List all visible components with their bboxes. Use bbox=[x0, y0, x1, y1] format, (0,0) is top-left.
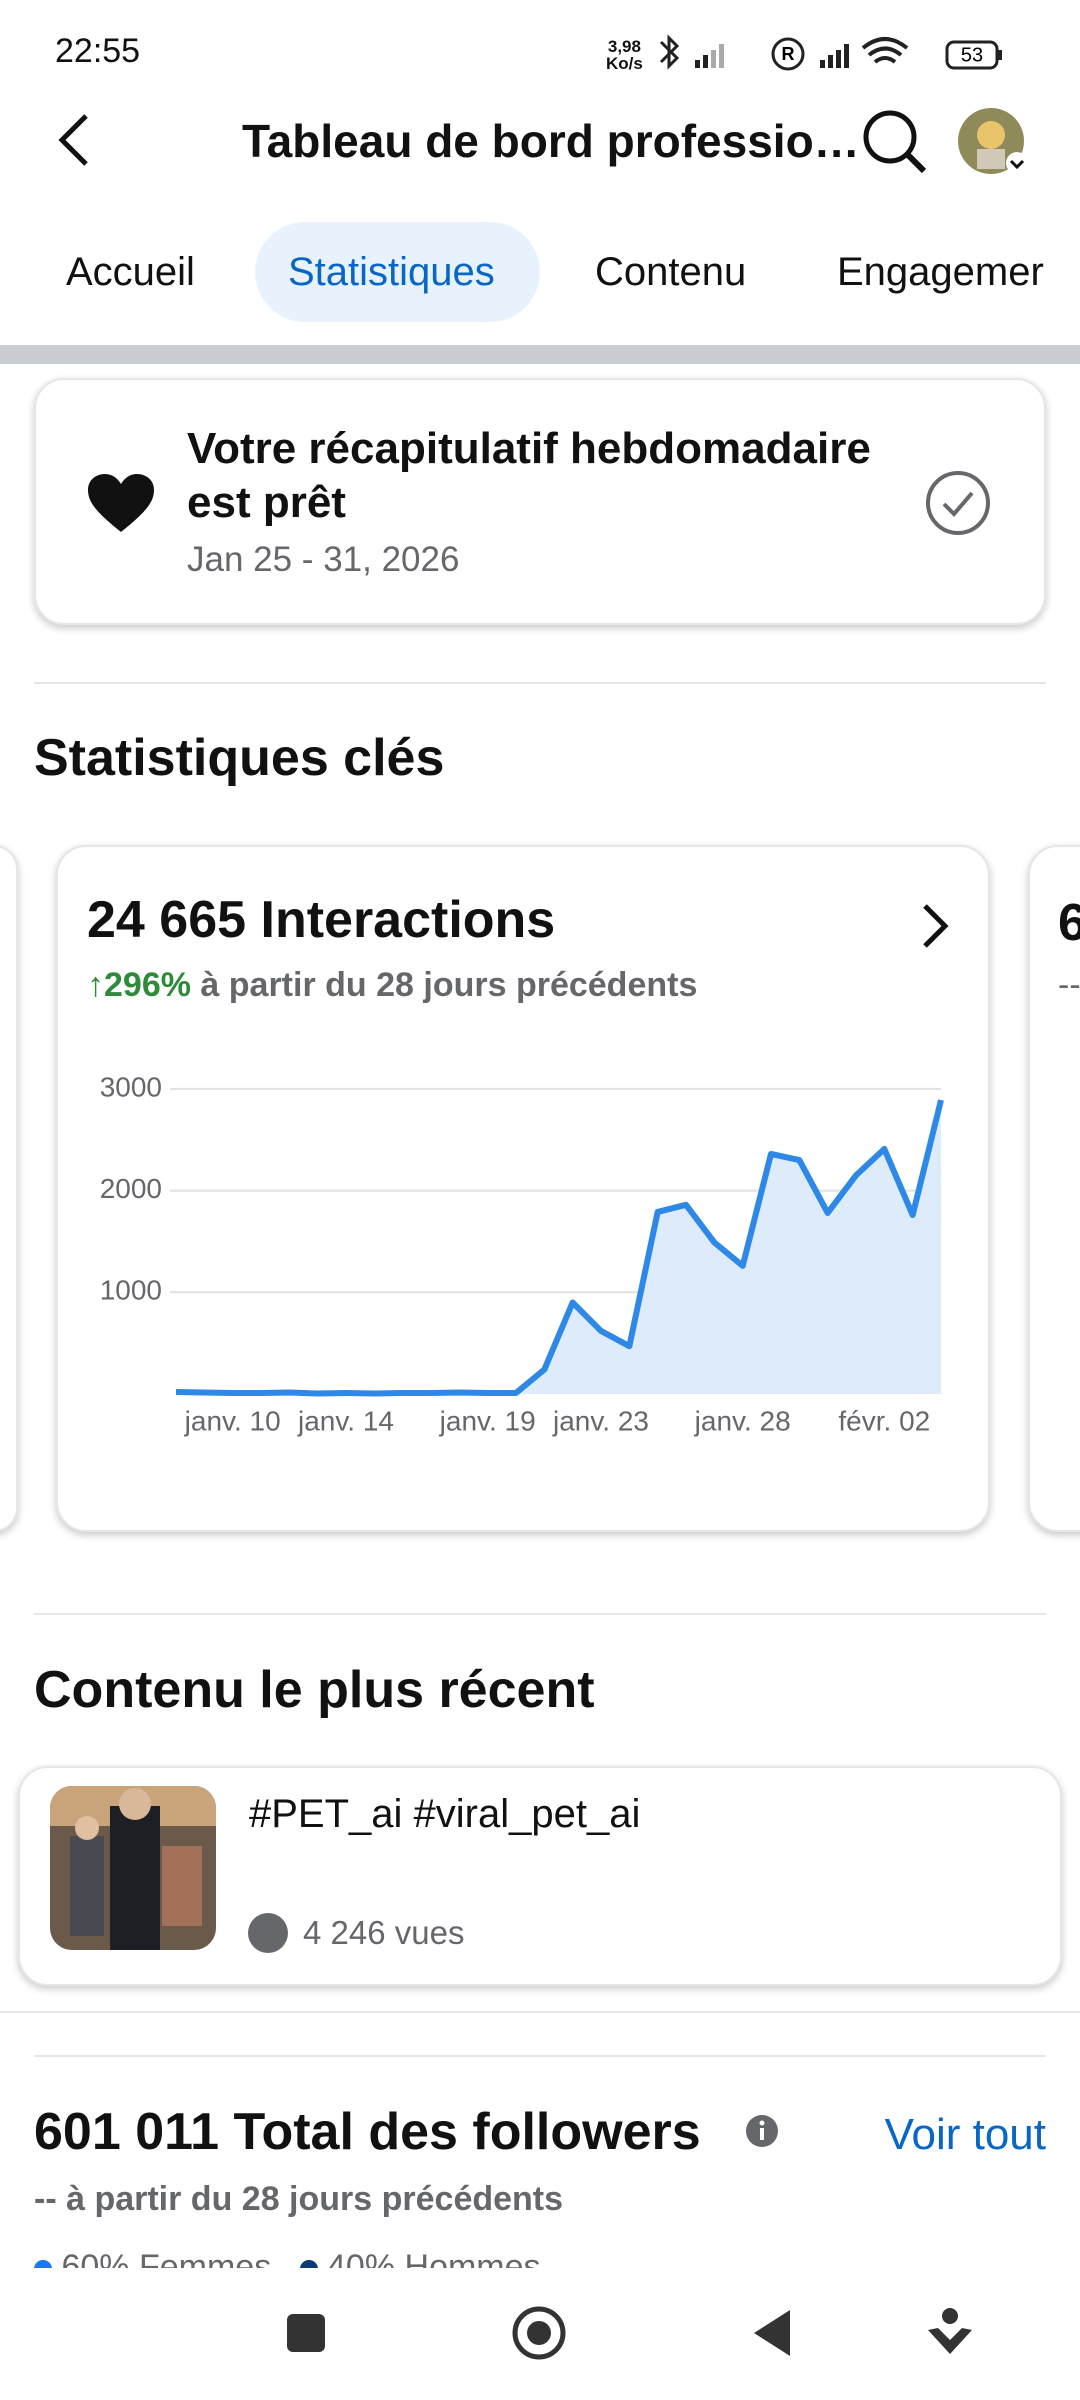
line bbox=[175, 1099, 944, 1397]
interactions-card[interactable] bbox=[56, 845, 990, 1532]
net-speed: 3,98 Ko/s bbox=[606, 38, 643, 72]
avatar[interactable] bbox=[955, 105, 1035, 177]
back-button[interactable] bbox=[50, 110, 100, 170]
bluetooth-icon bbox=[659, 34, 680, 70]
nav-recents[interactable] bbox=[287, 2314, 325, 2352]
y-tick-label: 3000 bbox=[100, 1071, 162, 1102]
nav-assist-arrow bbox=[928, 2328, 972, 2354]
see-all-link[interactable]: Voir tout bbox=[884, 2110, 1046, 2159]
nav-home[interactable] bbox=[512, 2306, 566, 2360]
check-icon bbox=[926, 471, 990, 535]
active-tab-pill bbox=[255, 222, 540, 322]
area bbox=[176, 1100, 941, 1394]
section-heading: Contenu le plus récent bbox=[34, 1661, 595, 1719]
battery-icon bbox=[945, 40, 999, 70]
nav-back[interactable] bbox=[754, 2310, 790, 2356]
battery-tip bbox=[998, 50, 1002, 60]
post-title: #PET_ai #viral_pet_ai bbox=[249, 1792, 641, 1836]
y-tick-label: 2000 bbox=[100, 1173, 162, 1204]
status-time: 22:55 bbox=[55, 32, 141, 70]
chevron[interactable] bbox=[915, 900, 955, 952]
x-tick-label: janv. 10 bbox=[184, 1405, 281, 1436]
header-title: Tableau de bord professio… bbox=[242, 115, 860, 167]
tab-separator bbox=[0, 345, 1080, 364]
net-speed-unit: Ko/s bbox=[606, 54, 643, 73]
wifi-icon bbox=[861, 37, 909, 64]
nav-icons bbox=[287, 2306, 972, 2360]
x-tick-label: janv. 14 bbox=[297, 1405, 394, 1436]
x-tick-label: janv. 23 bbox=[552, 1405, 649, 1436]
post-views: 4 246 vues bbox=[303, 1914, 465, 1951]
next-card-subtitle: -- bbox=[1058, 966, 1080, 1004]
weekly-title: est prêt bbox=[187, 478, 346, 527]
card-title: 24 665 Interactions bbox=[87, 891, 556, 949]
post-thumbnail[interactable] bbox=[50, 1786, 216, 1950]
chart: 1000 2000 3000 janv. 10 janv. 14 janv. 19 janv… bbox=[100, 1071, 944, 1436]
divider bbox=[0, 2011, 1080, 2013]
roaming-r: R bbox=[782, 44, 795, 64]
x-tick-label: janv. 28 bbox=[694, 1405, 791, 1436]
weekly-card[interactable] bbox=[34, 378, 1046, 625]
status-icons: R 53 bbox=[659, 34, 1002, 71]
x-tick-label: févr. 02 bbox=[838, 1405, 930, 1436]
weekly-dates: Jan 25 - 31, 2026 bbox=[187, 540, 460, 579]
signal-icon bbox=[695, 44, 724, 68]
followers-subtitle: -- à partir du 28 jours précédents bbox=[34, 2180, 564, 2218]
tab-active[interactable]: Statistiques bbox=[288, 250, 495, 294]
section-heading: Statistiques clés bbox=[34, 729, 445, 787]
nav-home-dot bbox=[527, 2321, 551, 2345]
views-icon bbox=[248, 1913, 288, 1953]
roaming-icon bbox=[771, 37, 805, 71]
tab[interactable]: Engagemer bbox=[837, 250, 1044, 294]
next-card-title: 6 bbox=[1058, 894, 1080, 952]
divider bbox=[34, 682, 1046, 684]
change-text: à partir du 28 jours précédents bbox=[200, 966, 698, 1004]
net-speed-value: 3,98 bbox=[607, 37, 641, 56]
tab[interactable]: Contenu bbox=[595, 250, 747, 294]
divider bbox=[34, 1613, 1046, 1615]
change-row: ↑296% à partir du 28 jours précédents bbox=[87, 966, 697, 1005]
followers-title: 601 011 Total des followers bbox=[34, 2103, 701, 2161]
nav-assist[interactable] bbox=[942, 2308, 958, 2324]
signal-icon-2 bbox=[820, 44, 849, 68]
change-value: ↑296% bbox=[87, 966, 191, 1004]
tab[interactable]: Accueil bbox=[66, 250, 195, 294]
search-button[interactable] bbox=[858, 105, 930, 177]
divider bbox=[34, 2055, 1046, 2057]
info-icon[interactable] bbox=[745, 2114, 779, 2148]
x-tick-label: janv. 19 bbox=[439, 1405, 536, 1436]
heart-icon bbox=[88, 474, 154, 532]
y-tick-label: 1000 bbox=[100, 1275, 162, 1306]
weekly-title: Votre récapitulatif hebdomadaire bbox=[187, 424, 871, 473]
battery-level: 53 bbox=[961, 44, 983, 66]
next-card[interactable] bbox=[1028, 845, 1080, 1532]
